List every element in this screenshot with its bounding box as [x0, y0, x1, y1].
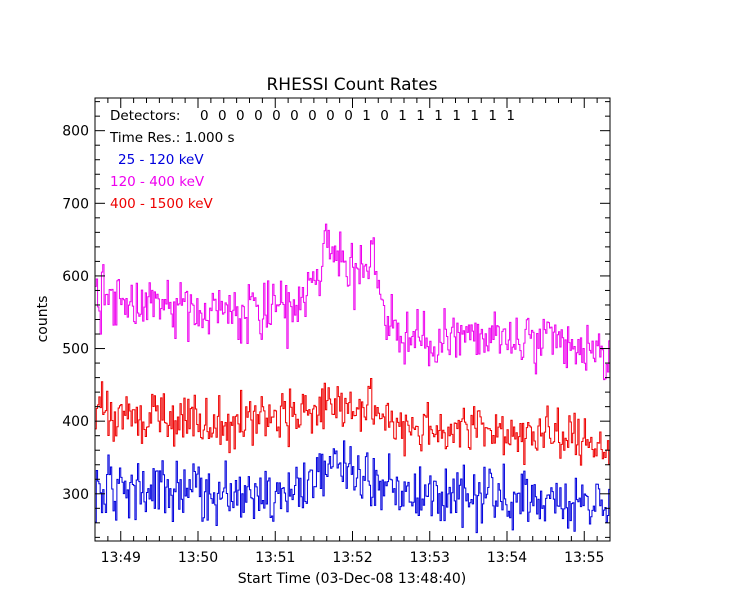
x-tick-label: 13:50: [178, 550, 218, 566]
x-tick-label: 13:55: [564, 550, 604, 566]
detectors-value: 0 0 0 0 0 0 0 0 0 1 0 1 1 1 1 1 1 1: [200, 108, 515, 124]
y-tick-label: 400: [62, 414, 89, 430]
x-axis-label: Start Time (03-Dec-08 13:48:40): [238, 571, 466, 587]
chart-title: RHESSI Count Rates: [266, 75, 437, 95]
detectors-label: Detectors:: [110, 108, 180, 124]
legend-entry-low: 25 - 120 keV: [118, 152, 204, 168]
x-tick-label: 13:54: [487, 550, 527, 566]
legend-entry-mid: 120 - 400 keV: [110, 174, 205, 190]
series-line-25-120-kev: [95, 440, 610, 534]
y-tick-label: 700: [62, 196, 89, 212]
series-line-400-1500-kev: [95, 378, 610, 466]
x-tick-label: 13:52: [332, 550, 372, 566]
legend-entry-high: 400 - 1500 keV: [110, 196, 214, 212]
info-block: Detectors: 0 0 0 0 0 0 0 0 0 1 0 1 1 1 1…: [109, 108, 515, 212]
x-tick-label: 13:53: [410, 550, 450, 566]
series-line-120-400-kev: [95, 223, 610, 381]
data-layer: [95, 223, 610, 534]
x-tick-label: 13:51: [255, 550, 295, 566]
y-tick-label: 600: [62, 269, 89, 285]
y-tick-label: 800: [62, 124, 89, 140]
time-resolution: Time Res.: 1.000 s: [109, 130, 235, 146]
y-tick-label: 500: [62, 342, 89, 358]
y-tick-label: 300: [62, 487, 89, 503]
x-tick-label: 13:49: [101, 550, 141, 566]
axes-layer: 13:49 13:50 13:51 13:52 13:53 13:54 13:55 300 40…: [62, 98, 611, 566]
y-axis-label: counts: [35, 296, 51, 343]
